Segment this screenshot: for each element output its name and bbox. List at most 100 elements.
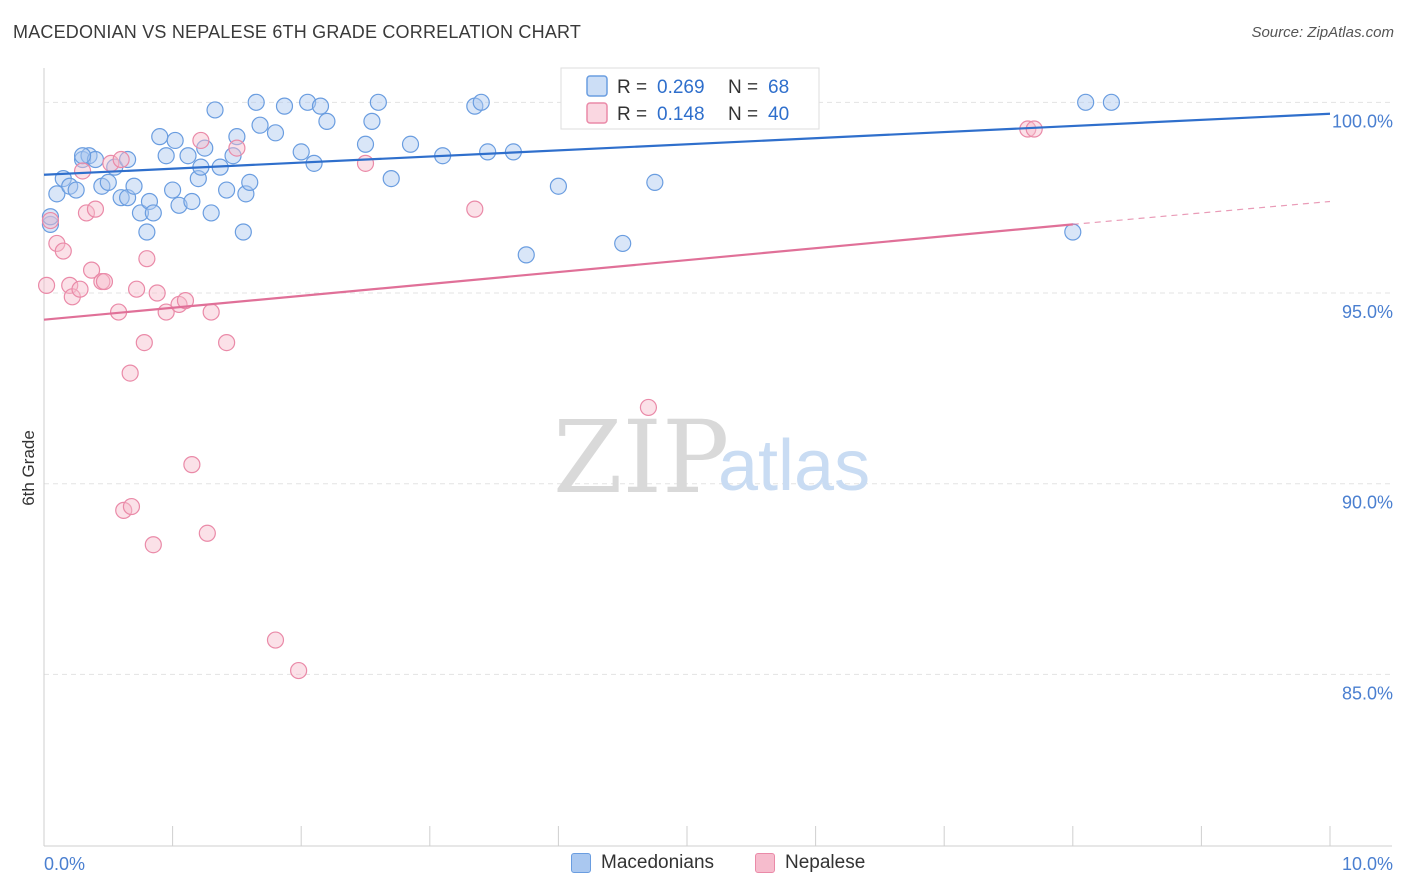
macedonians-point-64 (1077, 93, 1095, 111)
series-legend-macedonians[interactable]: Macedonians (571, 852, 714, 874)
legend-r-value-macedonians: 0.269 (657, 77, 705, 98)
nepalese-point-33 (266, 631, 285, 649)
y-tick-label-1: 90.0% (1342, 493, 1393, 513)
macedonians-point-58 (549, 177, 568, 195)
nepalese-point-15 (112, 150, 130, 169)
legend-r-label-nepalese: R = (617, 104, 647, 125)
nepalese-point-3 (54, 242, 72, 260)
macedonians-point-46 (318, 112, 336, 130)
series-legend: Macedonians Nepalese (0, 852, 1406, 878)
macedonians-point-1 (48, 185, 66, 203)
nepalese-point-1 (41, 211, 60, 230)
nepalese-point-35 (356, 154, 375, 172)
nepalese-point-0 (37, 276, 56, 294)
nepalese-point-20 (135, 333, 153, 352)
legend-n-label-macedonians: N = (728, 77, 758, 98)
y-axis-title: 6th Grade (19, 430, 38, 506)
macedonians-point-38 (247, 93, 265, 111)
macedonians-point-41 (275, 97, 294, 115)
macedonians-point-15 (131, 204, 150, 222)
legend-n-label-nepalese: N = (728, 104, 758, 125)
macedonians-point-22 (166, 131, 184, 150)
macedonians-point-35 (234, 223, 252, 241)
macedonians-point-48 (363, 112, 381, 130)
chart-title: MACEDONIAN VS NEPALESE 6TH GRADE CORRELA… (13, 22, 582, 42)
nepalese-point-8 (77, 204, 96, 222)
macedonians-point-51 (401, 135, 420, 153)
macedonians-point-44 (305, 154, 323, 172)
watermark: ZIP atlas (553, 399, 870, 516)
macedonians-point-45 (311, 97, 330, 115)
macedonians-point-9 (99, 173, 117, 192)
macedonians-label: Macedonians (601, 852, 715, 873)
x-tick-label-1: 10.0% (1342, 854, 1393, 874)
macedonians-point-21 (164, 181, 182, 199)
x-tick-label-0: 0.0% (44, 854, 85, 874)
macedonians-point-43 (299, 93, 317, 111)
nepalese-trend-extension (1072, 200, 1331, 225)
macedonians-point-66 (41, 208, 60, 226)
macedonians-point-18 (144, 204, 162, 222)
macedonians-point-47 (356, 135, 375, 153)
nepalese-point-29 (198, 524, 216, 542)
nepalese-points (37, 120, 1043, 680)
legend-n-value-nepalese: 40 (768, 104, 789, 125)
nepalese-point-16 (115, 501, 133, 519)
nepalese-point-18 (122, 497, 141, 516)
macedonians-point-54 (472, 93, 490, 111)
macedonians-point-49 (369, 93, 387, 111)
legend-swatch-macedonians (586, 75, 608, 97)
macedonians-point-67 (73, 147, 92, 165)
legend-swatch-nepalese (586, 102, 608, 124)
macedonians-point-37 (241, 173, 259, 192)
nepalese-swatch (755, 853, 775, 873)
macedonians-point-14 (125, 177, 143, 195)
nepalese-point-12 (95, 272, 114, 291)
macedonians-point-30 (206, 101, 224, 119)
y-tick-label-2: 95.0% (1342, 302, 1393, 322)
watermark-atlas: atlas (718, 426, 870, 506)
legend-r-label-macedonians: R = (617, 77, 647, 98)
nepalese-point-31 (228, 139, 246, 157)
nepalese-point-10 (86, 200, 105, 218)
legend-r-value-nepalese: 0.148 (657, 104, 705, 125)
macedonians-point-13 (118, 150, 137, 169)
nepalese-point-21 (138, 250, 156, 268)
nepalese-point-34 (290, 661, 308, 680)
legend-n-value-macedonians: 68 (768, 77, 789, 98)
nepalese-point-26 (176, 292, 195, 310)
nepalese-trend-line (43, 223, 1073, 321)
macedonians-swatch (571, 853, 591, 873)
nepalese-point-22 (144, 536, 162, 554)
nepalese-point-28 (192, 131, 210, 150)
macedonians-point-57 (517, 246, 535, 264)
nepalese-label: Nepalese (785, 852, 866, 873)
chart-source: Source: ZipAtlas.com (1251, 24, 1394, 41)
macedonians-point-24 (179, 147, 197, 165)
series-legend-nepalese[interactable]: Nepalese (755, 852, 865, 874)
nepalese-point-27 (183, 456, 201, 474)
macedonians-point-61 (614, 234, 632, 253)
y-tick-label-3: 100.0% (1332, 111, 1393, 131)
nepalese-point-37 (639, 398, 658, 417)
macedonians-point-42 (292, 143, 310, 161)
nepalese-point-36 (466, 200, 484, 218)
macedonians-point-39 (251, 116, 269, 134)
macedonians-point-50 (382, 169, 400, 188)
macedonians-point-40 (266, 124, 285, 142)
nepalese-point-9 (82, 261, 101, 279)
watermark-zip: ZIP (553, 399, 729, 516)
correlation-legend: R = 0.269 N = 68 R = 0.148 N = 40 (560, 67, 820, 130)
macedonians-point-19 (151, 128, 169, 146)
trend-lines (43, 112, 1331, 321)
macedonians-point-62 (646, 173, 664, 192)
macedonians-point-63 (1064, 223, 1082, 241)
y-tick-label-0: 85.0% (1342, 683, 1393, 703)
macedonians-point-4 (67, 181, 85, 199)
macedonians-trend-line (43, 112, 1331, 176)
macedonians-point-16 (138, 223, 156, 241)
macedonians-point-29 (202, 204, 220, 222)
tick-labels: 85.0% 90.0% 95.0% 100.0% 0.0% 10.0% (44, 111, 1393, 874)
nepalese-point-7 (73, 162, 92, 180)
